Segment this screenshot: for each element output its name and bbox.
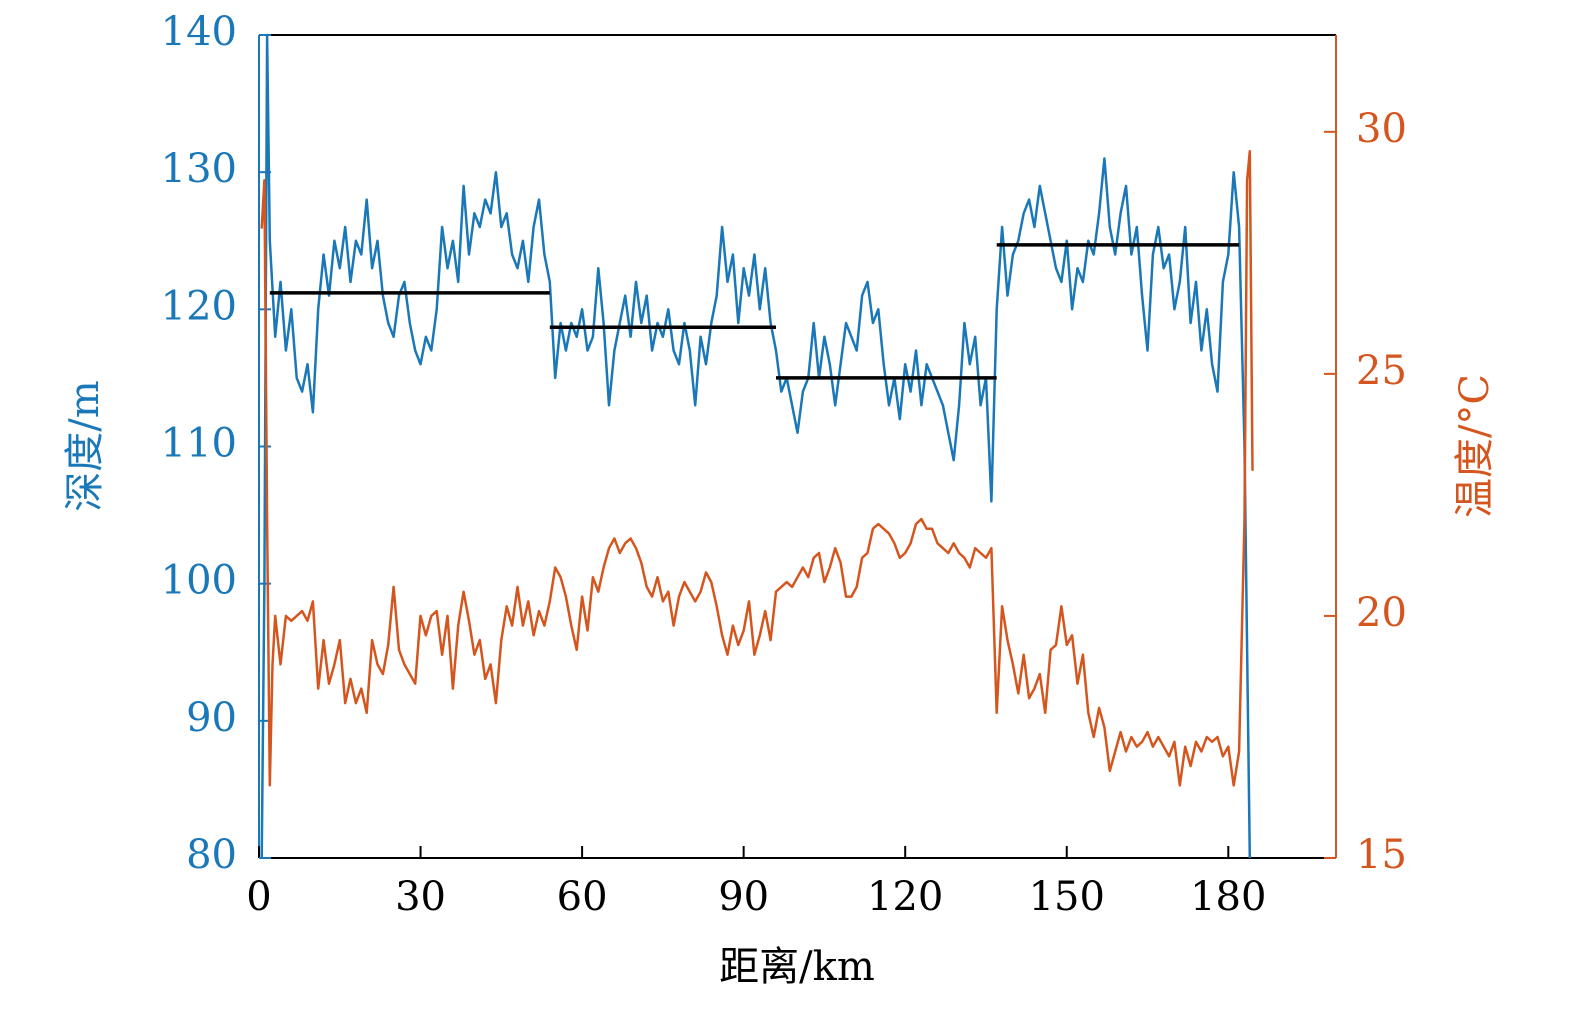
y-tick-label: 90 (186, 695, 237, 741)
y2-tick-label: 25 (1356, 348, 1407, 394)
y-tick-label: 130 (161, 146, 237, 192)
x-axis-label: 距离/km (719, 944, 875, 990)
line (260, 33, 1252, 859)
x-tick-label: 150 (1029, 874, 1105, 920)
y-tick-label: 120 (161, 283, 237, 329)
x-tick-label: 180 (1190, 874, 1266, 920)
y2-tick-label: 15 (1356, 832, 1407, 878)
y-tick-label: 140 (161, 9, 237, 55)
y2-axis-label: 温度/°C (1452, 374, 1498, 518)
line (269, 243, 1240, 380)
x-tick-label: 0 (246, 874, 271, 920)
y2-tick-label: 20 (1356, 590, 1407, 636)
x-tick-label: 120 (867, 874, 943, 920)
x-tick-label: 60 (557, 874, 608, 920)
y-tick-label: 80 (186, 832, 237, 878)
y-axis-label: 深度/m (62, 380, 108, 511)
x-tick-label: 30 (395, 874, 446, 920)
y-tick-label: 100 (161, 558, 237, 604)
y-tick-label: 110 (161, 421, 237, 467)
y2-tick-label: 30 (1356, 106, 1407, 152)
line (260, 149, 1254, 787)
x-tick-label: 90 (718, 874, 769, 920)
